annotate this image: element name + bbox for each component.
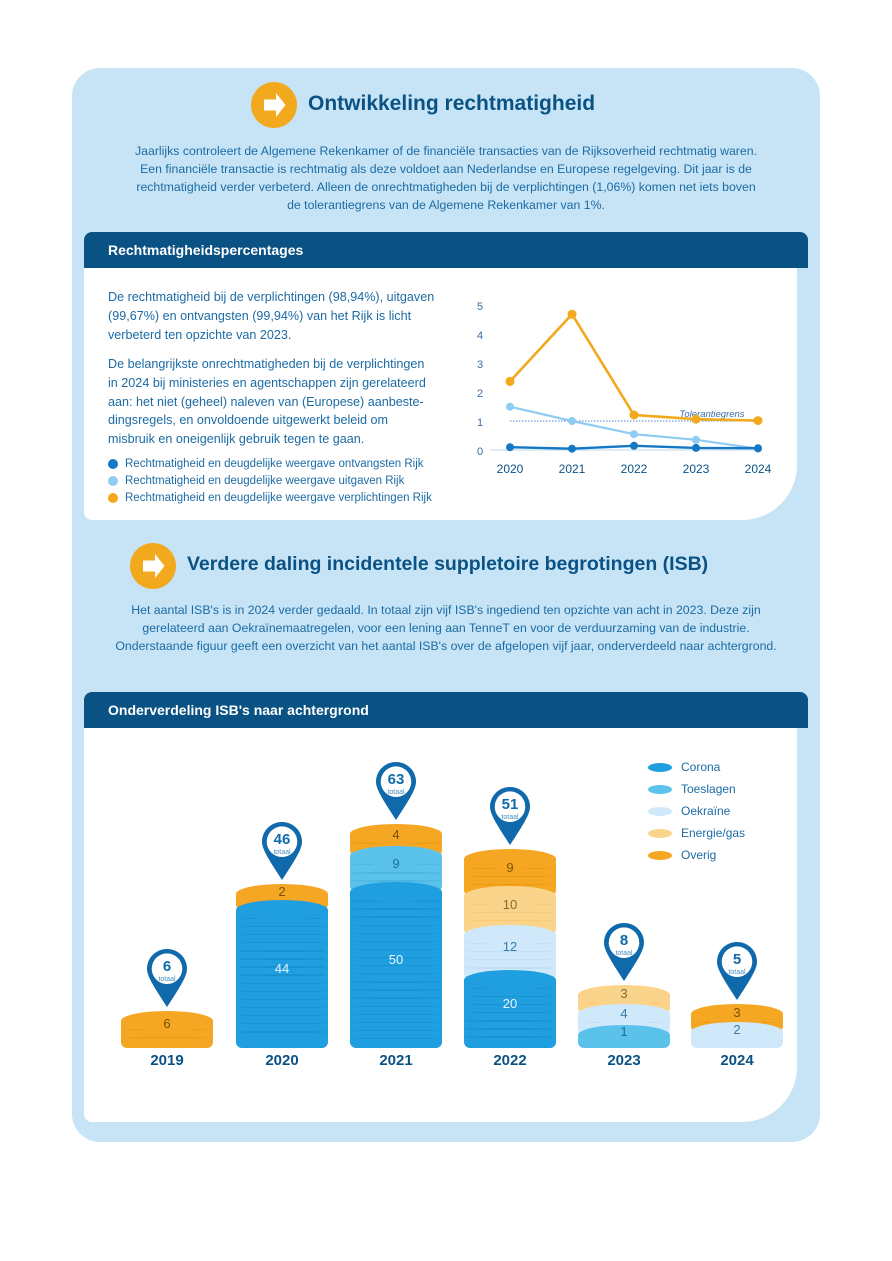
svg-text:1: 1: [477, 417, 483, 429]
svg-text:2023: 2023: [683, 462, 710, 476]
svg-text:2024: 2024: [745, 462, 772, 476]
svg-text:0: 0: [477, 446, 483, 458]
svg-text:4: 4: [477, 330, 483, 342]
svg-text:3: 3: [477, 359, 483, 371]
svg-text:2021: 2021: [559, 462, 586, 476]
svg-text:2: 2: [477, 388, 483, 400]
svg-text:2022: 2022: [621, 462, 648, 476]
svg-text:2020: 2020: [497, 462, 524, 476]
svg-text:5: 5: [477, 301, 483, 313]
